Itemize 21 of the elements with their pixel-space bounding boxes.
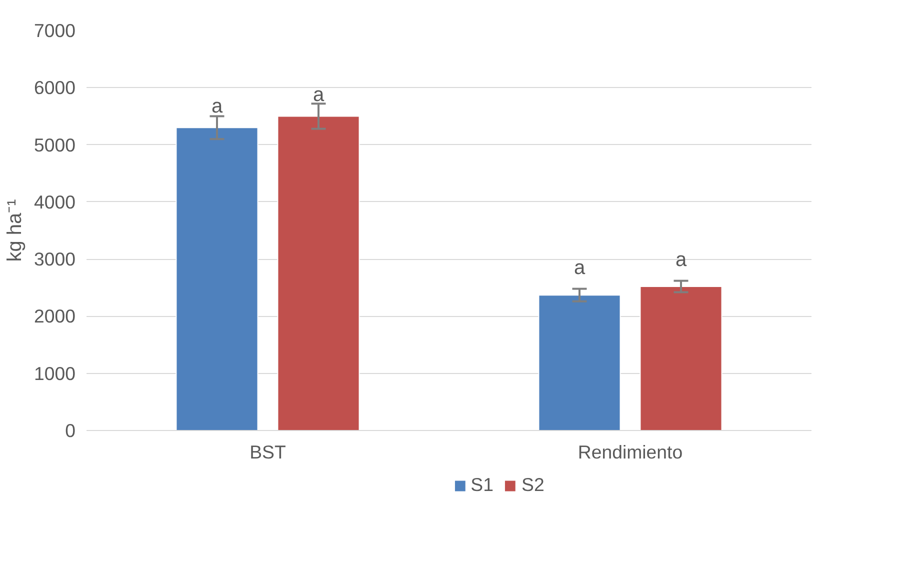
- y-tick-label: 6000: [34, 77, 76, 98]
- annotation: a: [312, 84, 325, 106]
- bar: [640, 286, 722, 430]
- y-tick-label: 4000: [34, 191, 76, 212]
- bar: [538, 294, 621, 430]
- legend-label: S2: [522, 474, 544, 496]
- y-tick-label: 1000: [34, 362, 76, 384]
- y-tick-label: 5000: [34, 134, 76, 156]
- y-tick-label: 0: [65, 420, 76, 441]
- bar: [176, 127, 258, 430]
- y-tick-label: 2000: [34, 306, 76, 327]
- annotation: a: [675, 248, 688, 271]
- x-tick-label: BST: [250, 442, 286, 462]
- annotation: a: [211, 96, 224, 118]
- x-tick-label: Rendimiento: [578, 442, 683, 462]
- bar: [277, 116, 360, 430]
- y-axis-title: kg ha⁻¹: [4, 198, 26, 262]
- legend-label: S1: [470, 474, 494, 496]
- y-tick-label: 7000: [34, 20, 76, 41]
- y-tick-label: 3000: [34, 248, 76, 270]
- annotation: a: [574, 256, 586, 279]
